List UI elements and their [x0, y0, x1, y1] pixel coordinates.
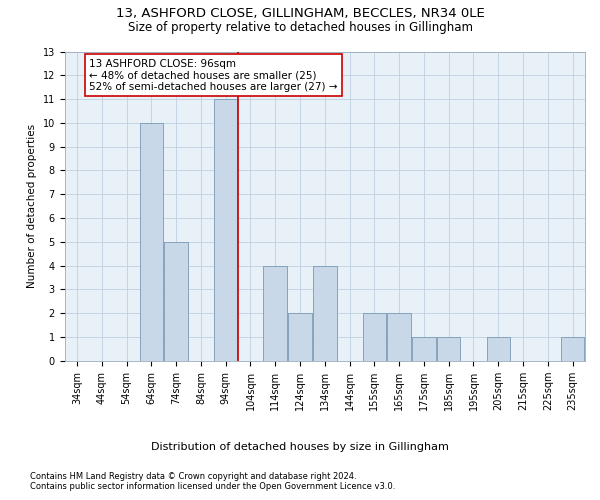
Text: Contains public sector information licensed under the Open Government Licence v3: Contains public sector information licen…	[30, 482, 395, 491]
Bar	[164, 242, 188, 361]
Bar	[561, 337, 584, 361]
Text: 13, ASHFORD CLOSE, GILLINGHAM, BECCLES, NR34 0LE: 13, ASHFORD CLOSE, GILLINGHAM, BECCLES, …	[116, 8, 484, 20]
Bar	[214, 99, 238, 361]
Text: Size of property relative to detached houses in Gillingham: Size of property relative to detached ho…	[128, 21, 473, 34]
Bar	[140, 123, 163, 361]
Bar	[487, 337, 510, 361]
Text: Distribution of detached houses by size in Gillingham: Distribution of detached houses by size …	[151, 442, 449, 452]
Bar	[288, 313, 312, 361]
Y-axis label: Number of detached properties: Number of detached properties	[27, 124, 37, 288]
Bar	[263, 266, 287, 361]
Bar	[388, 313, 411, 361]
Bar	[412, 337, 436, 361]
Text: Contains HM Land Registry data © Crown copyright and database right 2024.: Contains HM Land Registry data © Crown c…	[30, 472, 356, 481]
Bar	[313, 266, 337, 361]
Text: 13 ASHFORD CLOSE: 96sqm
← 48% of detached houses are smaller (25)
52% of semi-de: 13 ASHFORD CLOSE: 96sqm ← 48% of detache…	[89, 58, 338, 92]
Bar	[437, 337, 460, 361]
Bar	[362, 313, 386, 361]
